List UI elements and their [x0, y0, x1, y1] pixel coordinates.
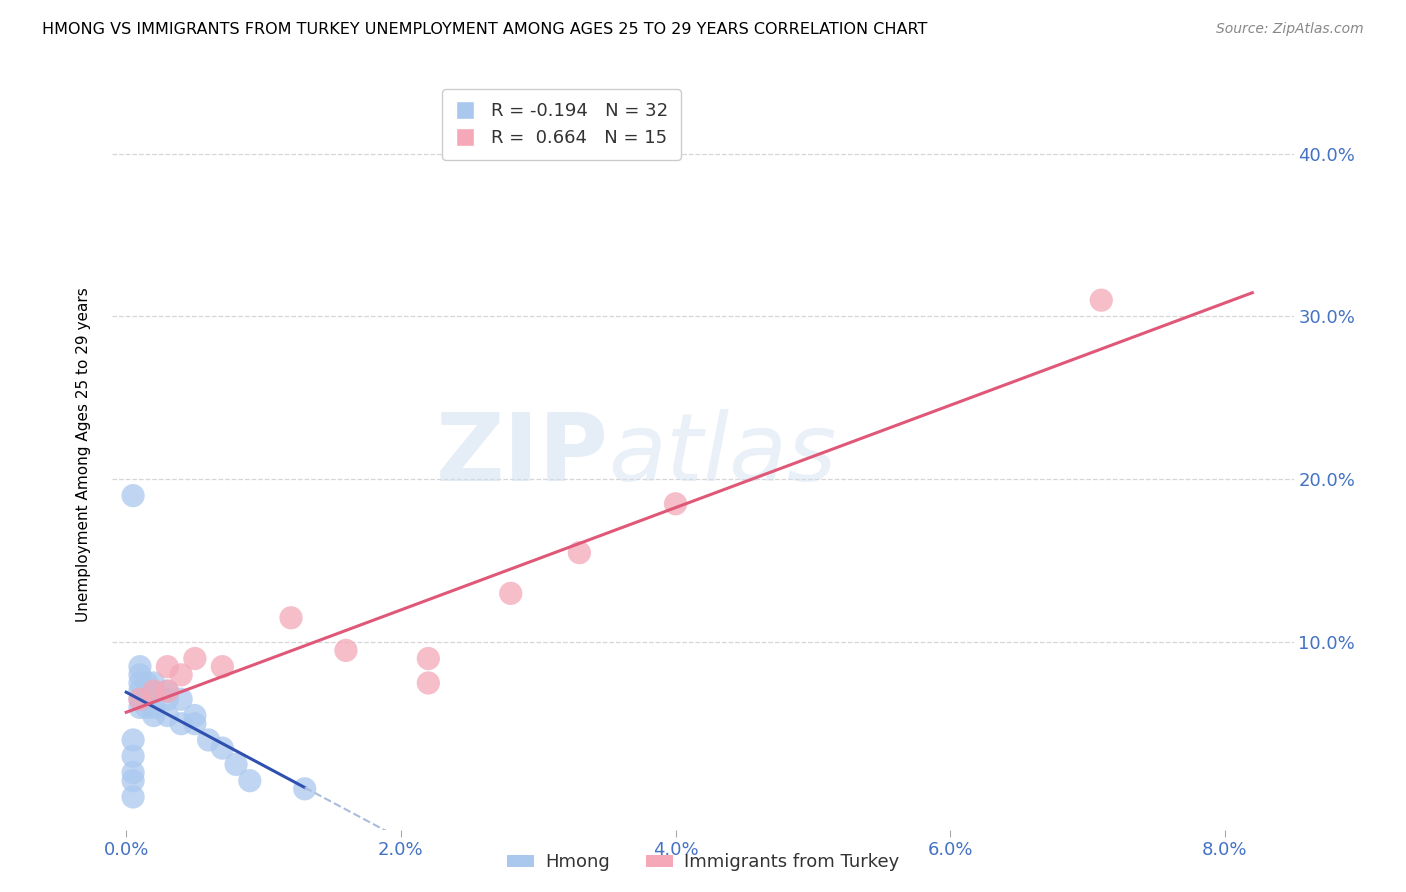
Point — [122, 789, 145, 804]
Point — [211, 659, 233, 673]
Point — [129, 692, 152, 706]
Point — [122, 749, 145, 764]
Point — [135, 700, 157, 714]
Point — [418, 651, 440, 665]
Point — [156, 692, 179, 706]
Point — [664, 497, 686, 511]
Point — [156, 684, 179, 698]
Point — [156, 708, 179, 723]
Point — [184, 708, 207, 723]
Point — [156, 659, 179, 673]
Point — [122, 773, 145, 788]
Point — [568, 546, 591, 560]
Point — [156, 684, 179, 698]
Point — [184, 716, 207, 731]
Text: atlas: atlas — [609, 409, 837, 500]
Point — [135, 692, 157, 706]
Point — [129, 684, 152, 698]
Point — [122, 733, 145, 747]
Point — [135, 684, 157, 698]
Point — [499, 586, 522, 600]
Legend: Hmong, Immigrants from Turkey: Hmong, Immigrants from Turkey — [499, 847, 907, 879]
Point — [129, 700, 152, 714]
Point — [142, 676, 165, 690]
Point — [211, 741, 233, 756]
Point — [184, 651, 207, 665]
Text: Source: ZipAtlas.com: Source: ZipAtlas.com — [1216, 22, 1364, 37]
Point — [170, 716, 193, 731]
Point — [225, 757, 247, 772]
Legend: R = -0.194   N = 32, R =  0.664   N = 15: R = -0.194 N = 32, R = 0.664 N = 15 — [441, 89, 681, 160]
Point — [129, 668, 152, 682]
Point — [294, 781, 316, 796]
Point — [335, 643, 357, 657]
Point — [142, 708, 165, 723]
Point — [280, 611, 302, 625]
Point — [122, 489, 145, 503]
Text: ZIP: ZIP — [436, 409, 609, 501]
Point — [170, 668, 193, 682]
Text: HMONG VS IMMIGRANTS FROM TURKEY UNEMPLOYMENT AMONG AGES 25 TO 29 YEARS CORRELATI: HMONG VS IMMIGRANTS FROM TURKEY UNEMPLOY… — [42, 22, 928, 37]
Y-axis label: Unemployment Among Ages 25 to 29 years: Unemployment Among Ages 25 to 29 years — [76, 287, 91, 623]
Point — [142, 684, 165, 698]
Point — [142, 684, 165, 698]
Point — [170, 692, 193, 706]
Point — [197, 733, 219, 747]
Point — [122, 765, 145, 780]
Point — [135, 676, 157, 690]
Point — [1090, 293, 1112, 308]
Point — [418, 676, 440, 690]
Point — [129, 692, 152, 706]
Point — [129, 659, 152, 673]
Point — [142, 700, 165, 714]
Point — [239, 773, 262, 788]
Point — [129, 676, 152, 690]
